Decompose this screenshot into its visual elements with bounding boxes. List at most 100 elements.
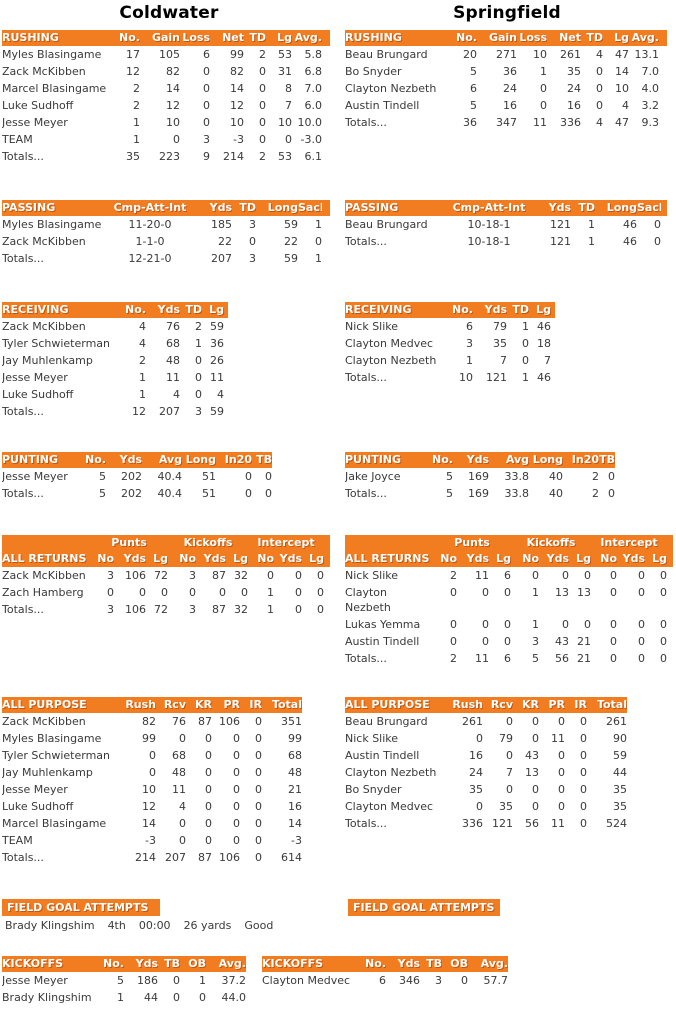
- column-header: Avg.: [292, 30, 322, 46]
- stat-cell: 0: [654, 235, 661, 248]
- stat-cell: 3: [189, 603, 196, 616]
- table-row: Jay Muhlenkamp 2 48 0 26: [2, 352, 228, 369]
- table-title: ALL PURPOSE: [2, 697, 120, 713]
- stat-cell: 16: [469, 749, 483, 762]
- player-name-cell: Austin Tindell: [345, 749, 420, 762]
- stat-cell: 2: [139, 354, 146, 367]
- row-spacer: [224, 352, 228, 369]
- stat-cell: 24: [469, 766, 483, 779]
- player-name-cell: Jesse Meyer: [2, 974, 68, 987]
- stat-cell: 0: [295, 586, 303, 599]
- table-title: PUNTING: [2, 452, 82, 468]
- player-name-cell: Bo Snyder: [345, 783, 402, 796]
- stat-grid: Punts Kickoffs Intercept ALL RETURNS No Yds Lg…: [345, 535, 674, 667]
- stat-cell: 4: [596, 116, 603, 129]
- table-row: Myles Blasingame 99 0 0 0 0 99: [2, 730, 302, 747]
- stat-cell: 44: [613, 766, 627, 779]
- stat-cell: 12: [142, 800, 156, 813]
- player-name-cell: Clayton Nezbeth: [345, 82, 437, 95]
- stat-cell: 214: [135, 851, 156, 864]
- table-row: Clayton Nezbeth 0 0 0 1 13 13 0 0 0: [345, 584, 673, 616]
- stat-cell: 2: [195, 320, 202, 333]
- column-header: Sack: [298, 200, 322, 216]
- stat-cell: 0: [161, 586, 168, 599]
- stat-cell: 0: [205, 817, 212, 830]
- column-header: No: [511, 551, 539, 567]
- stat-cell: 14: [142, 817, 156, 830]
- row-spacer: [322, 216, 330, 233]
- stat-cell: 46: [623, 218, 637, 231]
- stat-cell: 14: [615, 65, 629, 78]
- table-row: Bo Snyder 5 36 1 35 0 14 7.0: [345, 63, 667, 80]
- stat-cell: 0: [482, 618, 489, 631]
- stat-cell: 16: [567, 99, 581, 112]
- player-name-cell: Luke Sudhoff: [2, 388, 74, 401]
- column-header: TD: [180, 302, 202, 318]
- table-title: KICKOFFS: [262, 956, 364, 972]
- player-name-cell: Luke Sudhoff: [2, 99, 74, 112]
- stat-cell: 3: [249, 218, 256, 231]
- stat-cell: 35: [567, 65, 581, 78]
- stat-cell: 0: [558, 715, 565, 728]
- stat-cell: 261: [606, 715, 627, 728]
- stat-cell: 33.8: [504, 487, 530, 500]
- player-name-cell: Zack McKibben: [2, 235, 86, 248]
- column-header: In20: [563, 452, 599, 468]
- row-spacer: [322, 148, 330, 165]
- table-row: Brady Klingshim 1 44 0 0 44.0: [2, 989, 246, 1006]
- stat-cell: 68: [166, 337, 180, 350]
- stat-cell: 0: [580, 783, 587, 796]
- stat-cell: 0: [584, 569, 592, 582]
- stat-cell: 0: [295, 569, 303, 582]
- column-header: Lg: [146, 551, 168, 567]
- stat-cell: 0: [173, 991, 180, 1004]
- stat-cell: 0: [203, 116, 210, 129]
- stat-cell: 347: [496, 116, 517, 129]
- stat-cell: 336: [462, 817, 483, 830]
- stat-cell: 0: [179, 834, 186, 847]
- stat-cell: 0: [660, 569, 668, 582]
- group-header-spacer: [324, 535, 331, 551]
- stat-grid: Punts Kickoffs Intercept ALL RETURNS No Yds Lg…: [2, 535, 331, 618]
- stat-cell: 0: [195, 371, 202, 384]
- team-title-springfield: Springfield: [453, 3, 561, 23]
- stat-cell: 0: [205, 800, 212, 813]
- stat-cell: 351: [281, 715, 302, 728]
- row-spacer: [551, 335, 555, 352]
- stat-cell: 1: [532, 618, 539, 631]
- stat-cell: 10: [459, 371, 473, 384]
- stat-cell: 0: [189, 586, 196, 599]
- row-spacer: [667, 616, 673, 633]
- table-row: Zack McKibben 1-1-0 22 0 22 0: [2, 233, 330, 250]
- springfield-receiving-table: RECEIVING No. Yds TD Lg Nick Slike 6 79 1 46 Clayt…: [345, 302, 555, 386]
- column-header: PR: [539, 697, 565, 713]
- column-header: TD: [244, 30, 266, 46]
- table-title: ALL RETURNS: [345, 551, 433, 567]
- column-header: KR: [186, 697, 212, 713]
- stat-cell: 0: [249, 235, 256, 248]
- stat-cell: 90: [613, 732, 627, 745]
- stat-cell: 4: [596, 48, 603, 61]
- player-name-cell: Nick Slike: [345, 320, 399, 333]
- stat-cell: 0: [241, 586, 249, 599]
- stat-cell: 106: [219, 715, 240, 728]
- stat-cell: 87: [212, 569, 226, 582]
- table-row: Jay Muhlenkamp 0 48 0 0 0 48: [2, 764, 302, 781]
- table-title: PUNTING: [345, 452, 429, 468]
- stat-grid: RUSHING No. Gain Loss Net TD Lg Avg. Myles Blasi…: [2, 30, 330, 165]
- stat-cell: 0: [558, 783, 565, 796]
- stat-cell: 106: [219, 851, 240, 864]
- stat-cell: 87: [212, 603, 226, 616]
- stat-cell: 0: [506, 715, 513, 728]
- column-header: Avg: [142, 452, 182, 468]
- stat-cell: 0: [506, 783, 513, 796]
- table-row: Beau Brungard 10-18-1 121 1 46 0: [345, 216, 667, 233]
- stat-cell: 1: [466, 354, 473, 367]
- stat-cell: 6: [203, 48, 210, 61]
- row-spacer: [324, 584, 330, 601]
- table-row: Totals... 12-21-0 207 3 59 1: [2, 250, 330, 267]
- stat-cell: 9: [203, 150, 210, 163]
- stat-cell: 0: [450, 618, 457, 631]
- stat-cell: 16: [288, 800, 302, 813]
- stat-cell: 0: [660, 618, 668, 631]
